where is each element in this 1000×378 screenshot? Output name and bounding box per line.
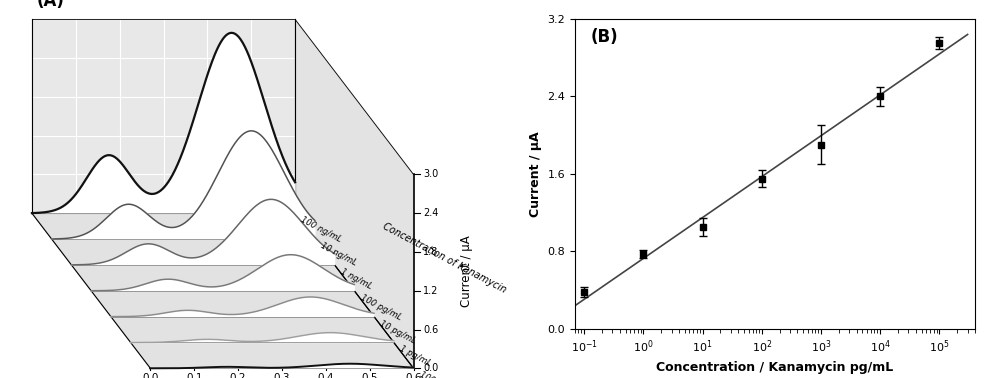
Text: 1.2: 1.2 bbox=[423, 286, 439, 296]
Text: (A): (A) bbox=[36, 0, 64, 10]
Polygon shape bbox=[71, 199, 335, 265]
Text: 10 ng/mL: 10 ng/mL bbox=[319, 241, 358, 268]
Text: 2.4: 2.4 bbox=[423, 208, 439, 218]
Text: 0.6: 0.6 bbox=[405, 373, 422, 378]
Text: 0.3: 0.3 bbox=[274, 373, 290, 378]
Text: 0.4: 0.4 bbox=[318, 373, 334, 378]
Text: 0.6: 0.6 bbox=[423, 325, 438, 335]
Text: 1 pg/mL: 1 pg/mL bbox=[398, 344, 433, 369]
Text: 0.1: 0.1 bbox=[186, 373, 202, 378]
Polygon shape bbox=[32, 33, 295, 213]
Text: 1 ng/mL: 1 ng/mL bbox=[339, 267, 373, 291]
Polygon shape bbox=[32, 19, 295, 213]
Text: 100 fg/mL: 100 fg/mL bbox=[418, 370, 460, 378]
Polygon shape bbox=[91, 255, 354, 291]
Text: 10 pg/mL: 10 pg/mL bbox=[378, 319, 418, 345]
Text: 0.5: 0.5 bbox=[361, 373, 378, 378]
Text: 0.2: 0.2 bbox=[230, 373, 246, 378]
Text: 3.0: 3.0 bbox=[423, 169, 438, 180]
Polygon shape bbox=[32, 213, 414, 368]
Text: 0.0: 0.0 bbox=[423, 363, 438, 373]
Text: 100 ng/mL: 100 ng/mL bbox=[299, 215, 343, 244]
Polygon shape bbox=[111, 297, 374, 317]
Text: 0.0: 0.0 bbox=[142, 373, 159, 378]
Text: Current / μA: Current / μA bbox=[460, 235, 473, 307]
Text: 1.8: 1.8 bbox=[423, 247, 438, 257]
Text: (B): (B) bbox=[591, 28, 619, 46]
Y-axis label: Current / μA: Current / μA bbox=[529, 131, 542, 217]
Polygon shape bbox=[131, 333, 394, 342]
Polygon shape bbox=[52, 131, 315, 239]
Text: Concentration of Kanamycin: Concentration of Kanamycin bbox=[381, 222, 507, 295]
Text: 100 pg/mL: 100 pg/mL bbox=[359, 293, 403, 322]
X-axis label: Concentration / Kanamycin pg/mL: Concentration / Kanamycin pg/mL bbox=[656, 361, 894, 374]
Polygon shape bbox=[150, 364, 414, 368]
Polygon shape bbox=[295, 19, 414, 368]
